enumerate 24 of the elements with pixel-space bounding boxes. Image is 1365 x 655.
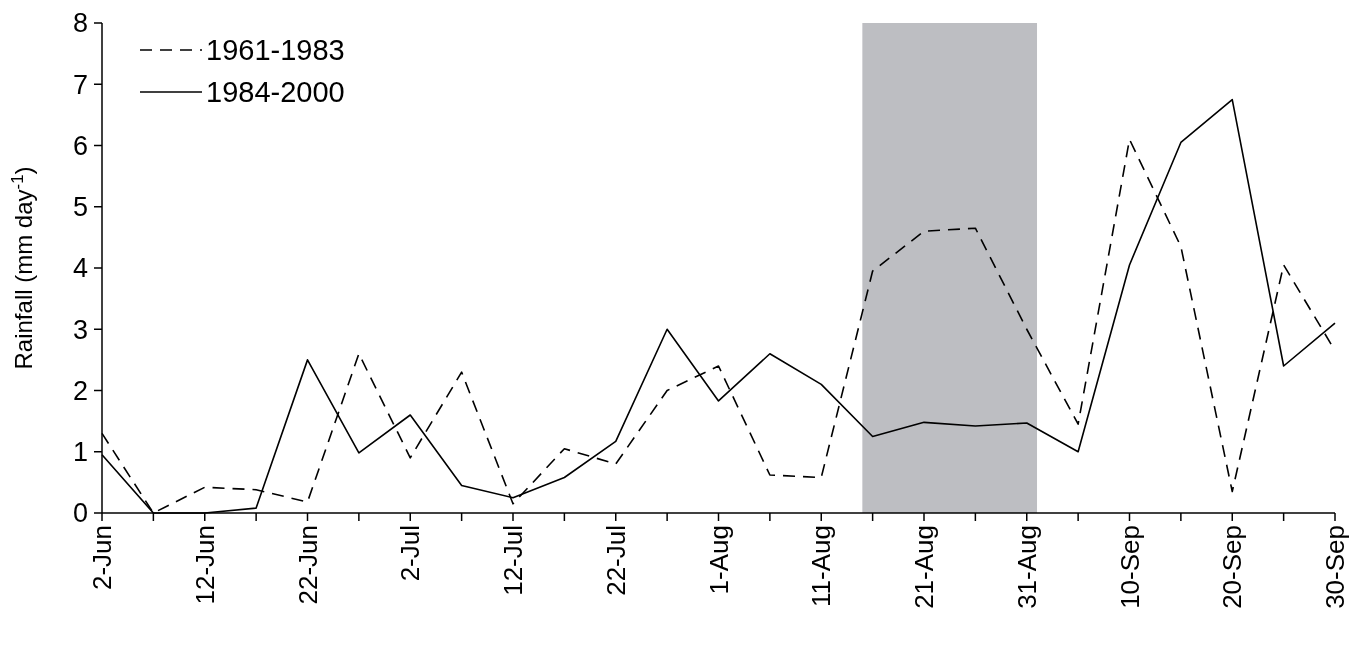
x-tick-label: 2-Jul: [395, 525, 426, 582]
y-tick-label: 4: [72, 253, 88, 284]
x-tick-label: 10-Sep: [1114, 525, 1145, 609]
x-tick-label: 22-Jun: [292, 525, 323, 605]
y-tick-label: 2: [72, 375, 88, 406]
legend-label: 1961-1983: [206, 34, 345, 67]
x-tick-label: 11-Aug: [806, 525, 837, 607]
y-tick-label: 3: [72, 314, 88, 345]
y-tick-label: 0: [72, 498, 88, 529]
x-tick-label: 12-Jul: [498, 525, 529, 596]
x-tick-label: 31-Aug: [1011, 525, 1042, 609]
x-tick-label: 21-Aug: [909, 525, 940, 609]
x-tick-label: 12-Jun: [189, 525, 220, 605]
x-tick-label: 1-Aug: [703, 525, 734, 595]
x-tick-label: 30-Sep: [1320, 525, 1351, 609]
legend-label: 1984-2000: [206, 76, 345, 109]
x-tick-label: 2-Jun: [87, 525, 118, 591]
y-tick-label: 6: [72, 130, 88, 161]
y-tick-label: 5: [72, 192, 88, 223]
y-tick-label: 1: [72, 437, 88, 468]
x-tick-label: 22-Jul: [600, 525, 631, 596]
x-tick-label: 20-Sep: [1217, 525, 1248, 609]
y-tick-label: 8: [72, 8, 88, 39]
y-tick-label: 7: [72, 69, 88, 100]
